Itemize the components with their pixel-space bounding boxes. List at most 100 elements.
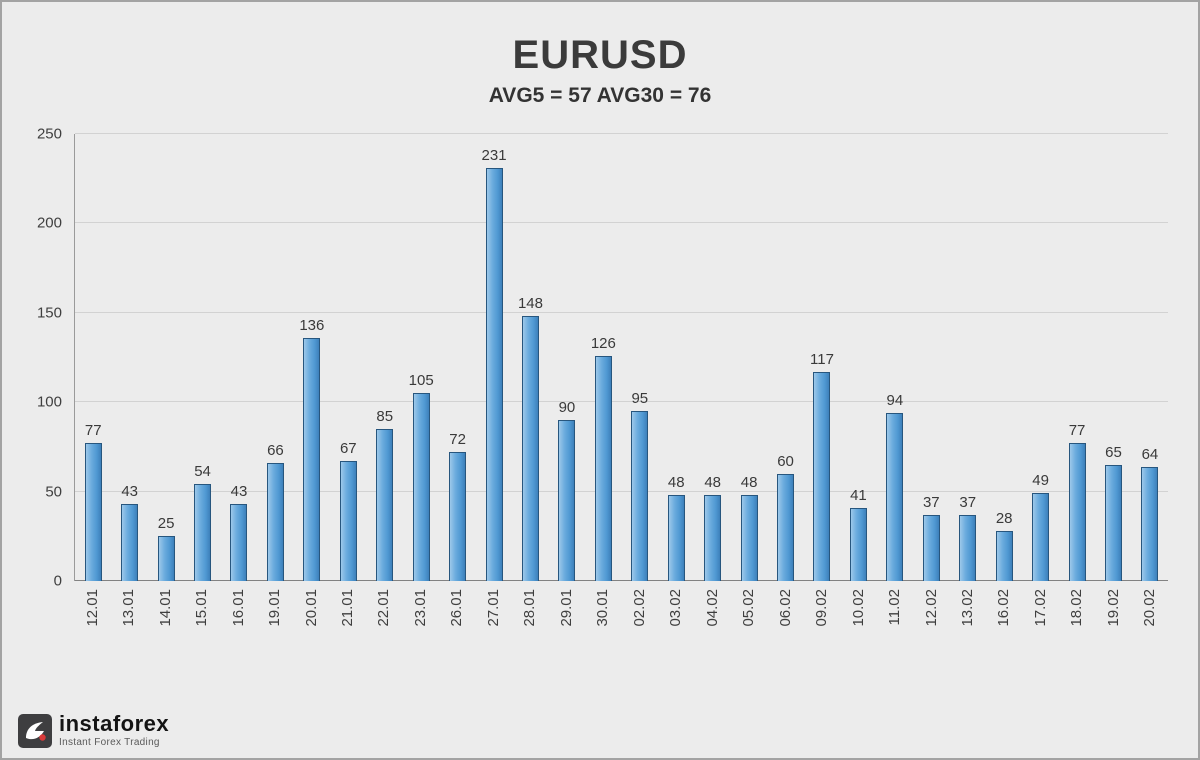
bar-value-label: 85 xyxy=(376,408,394,426)
x-axis-label: 11.02 xyxy=(886,589,904,626)
x-axis-tick: 16.02 xyxy=(986,581,1022,681)
logo-text: instaforex Instant Forex Trading xyxy=(59,711,170,749)
x-axis-label: 29.01 xyxy=(557,589,575,627)
bar-value-label: 60 xyxy=(777,452,794,470)
bar-column: 77 xyxy=(75,134,111,581)
x-axis-tick: 16.01 xyxy=(220,581,256,681)
bar xyxy=(631,411,649,581)
bar xyxy=(230,504,248,581)
x-axis-label: 18.02 xyxy=(1068,589,1086,627)
bar-column: 60 xyxy=(767,134,803,581)
bar-value-label: 48 xyxy=(740,474,758,492)
x-axis-tick: 13.01 xyxy=(110,581,146,681)
bar-value-label: 48 xyxy=(667,474,685,492)
bar-column: 95 xyxy=(622,134,658,581)
y-axis-label: 150 xyxy=(36,304,62,322)
x-axis-label: 15.01 xyxy=(193,589,211,627)
bar-column: 85 xyxy=(367,134,403,581)
bar xyxy=(1068,443,1086,581)
x-axis-labels: 12.01 13.01 14.01 15.01 16.01 19.01 20.01 21.01… xyxy=(74,581,1168,681)
bar-value-label: 64 xyxy=(1141,445,1159,463)
instaforex-logo-icon xyxy=(18,713,52,748)
y-axis-label: 50 xyxy=(45,483,62,501)
bar-column: 37 xyxy=(913,134,949,581)
x-axis-label: 13.02 xyxy=(958,589,976,627)
x-axis-label: 20.01 xyxy=(302,589,320,627)
x-axis-tick: 19.02 xyxy=(1095,581,1131,681)
bar-value-label: 136 xyxy=(299,316,325,334)
x-axis-label: 30.01 xyxy=(594,589,612,627)
bar-column: 25 xyxy=(148,134,184,581)
x-axis-tick: 11.02 xyxy=(876,581,912,681)
bar-value-label: 90 xyxy=(558,399,576,417)
x-axis-label: 10.02 xyxy=(849,589,867,627)
bar-value-label: 43 xyxy=(121,483,138,501)
bar-column: 43 xyxy=(221,134,257,581)
bar-column: 37 xyxy=(950,134,986,581)
x-axis-tick: 21.01 xyxy=(329,581,365,681)
chart-title: EURUSD xyxy=(512,33,688,77)
bar xyxy=(1104,464,1122,581)
instaforex-logo: instaforex Instant Forex Trading xyxy=(18,713,169,748)
x-axis-tick: 02.02 xyxy=(621,581,657,681)
x-axis-tick: 19.01 xyxy=(256,581,292,681)
bar-value-label: 48 xyxy=(704,474,721,492)
bar-column: 67 xyxy=(330,134,366,581)
bar xyxy=(1141,466,1159,581)
x-axis-label: 16.01 xyxy=(229,589,247,627)
bar-value-label: 77 xyxy=(84,422,102,440)
bar-column: 48 xyxy=(731,134,767,581)
plot-area: 77 43 25 54 43 66 136 67 85 105 72 231 148 90 126 95 48 4… xyxy=(75,134,1168,581)
x-axis-label: 12.01 xyxy=(83,589,101,627)
bar-value-label: 94 xyxy=(886,391,904,409)
bar xyxy=(84,443,102,581)
x-axis-tick: 03.02 xyxy=(658,581,694,681)
bar-value-label: 67 xyxy=(339,440,357,458)
bar-column: 117 xyxy=(804,134,840,581)
bar-value-label: 41 xyxy=(850,486,867,504)
y-axis-label: 100 xyxy=(36,393,62,411)
x-axis-label: 17.02 xyxy=(1031,589,1049,627)
bar-column: 94 xyxy=(877,134,913,581)
bar xyxy=(813,371,831,581)
x-axis-label: 03.02 xyxy=(667,589,685,627)
bar xyxy=(194,484,212,581)
x-axis-label: 04.02 xyxy=(703,589,721,627)
x-axis-tick: 09.02 xyxy=(803,581,839,681)
bar xyxy=(157,536,175,581)
bar xyxy=(740,495,758,581)
x-axis-label: 13.01 xyxy=(120,589,138,627)
plot-wrap: 77 43 25 54 43 66 136 67 85 105 72 231 148 90 126 95 48 4… xyxy=(74,133,1168,581)
x-axis-label: 12.02 xyxy=(922,589,940,627)
bar xyxy=(303,337,321,581)
x-axis-label: 26.01 xyxy=(448,589,466,627)
gridline xyxy=(75,490,1168,492)
x-axis-label: 21.01 xyxy=(339,589,357,627)
bar-value-label: 54 xyxy=(194,463,211,481)
bar-value-label: 148 xyxy=(517,295,543,313)
bar-column: 77 xyxy=(1059,134,1095,581)
bar xyxy=(777,473,795,581)
x-axis: 12.01 13.01 14.01 15.01 16.01 19.01 20.01 21.01… xyxy=(12,581,1168,681)
bar-value-label: 28 xyxy=(995,509,1013,527)
x-axis-tick: 26.01 xyxy=(439,581,475,681)
x-axis-label: 02.02 xyxy=(630,589,648,627)
bar xyxy=(1032,493,1050,581)
bar xyxy=(266,463,284,581)
x-axis-tick: 12.01 xyxy=(74,581,110,681)
bar xyxy=(412,393,430,581)
bar xyxy=(886,412,904,581)
x-axis-label: 19.01 xyxy=(266,589,284,627)
logo-tagline: Instant Forex Trading xyxy=(59,737,160,748)
bar-column: 49 xyxy=(1022,134,1058,581)
bar-value-label: 231 xyxy=(481,146,507,164)
gridline xyxy=(75,133,1168,134)
bar xyxy=(995,530,1013,581)
y-axis-label: 0 xyxy=(53,572,62,590)
bar xyxy=(922,514,940,581)
logo-name: instaforex xyxy=(59,711,170,736)
x-axis-label: 06.02 xyxy=(776,589,794,627)
x-axis-tick: 14.01 xyxy=(147,581,183,681)
bar-value-label: 72 xyxy=(449,431,466,449)
